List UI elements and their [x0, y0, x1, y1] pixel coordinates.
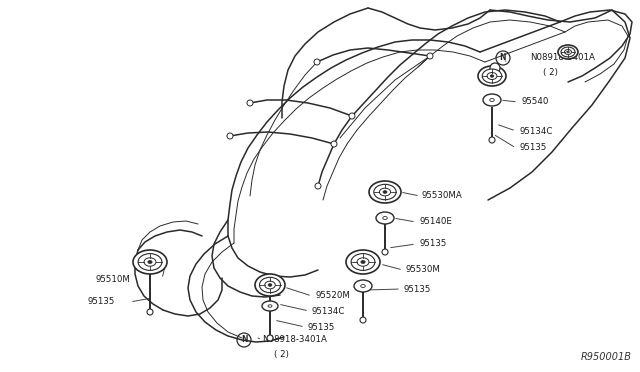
Ellipse shape — [138, 254, 162, 270]
Ellipse shape — [255, 274, 285, 296]
Ellipse shape — [487, 73, 497, 80]
Circle shape — [267, 335, 273, 341]
Ellipse shape — [558, 45, 578, 59]
Text: N08918-3401A: N08918-3401A — [530, 54, 595, 62]
Ellipse shape — [262, 301, 278, 311]
Text: 95135: 95135 — [404, 285, 431, 294]
Circle shape — [490, 63, 500, 73]
Text: 95135: 95135 — [419, 240, 446, 248]
Circle shape — [315, 183, 321, 189]
Ellipse shape — [383, 217, 387, 219]
Text: ( 2): ( 2) — [274, 350, 289, 359]
Circle shape — [382, 249, 388, 255]
Ellipse shape — [490, 75, 493, 77]
Ellipse shape — [265, 281, 275, 289]
Circle shape — [314, 59, 320, 65]
Ellipse shape — [369, 181, 401, 203]
Text: 95520M: 95520M — [315, 292, 350, 301]
Text: 95135: 95135 — [519, 144, 547, 153]
Circle shape — [489, 137, 495, 143]
Ellipse shape — [567, 51, 569, 53]
Ellipse shape — [351, 254, 375, 270]
Text: ( 2): ( 2) — [543, 67, 558, 77]
Text: 95140E: 95140E — [419, 218, 452, 227]
Circle shape — [360, 317, 366, 323]
Circle shape — [427, 53, 433, 59]
Ellipse shape — [483, 94, 501, 106]
Ellipse shape — [144, 258, 156, 266]
Ellipse shape — [361, 260, 365, 263]
Text: 95540: 95540 — [522, 97, 549, 106]
Ellipse shape — [357, 258, 369, 266]
Ellipse shape — [346, 250, 380, 274]
Ellipse shape — [561, 47, 575, 57]
Ellipse shape — [482, 69, 502, 83]
Ellipse shape — [478, 66, 506, 86]
Ellipse shape — [268, 283, 272, 286]
Circle shape — [227, 133, 233, 139]
Text: 95134C: 95134C — [519, 126, 552, 135]
Text: 95530M: 95530M — [406, 266, 441, 275]
Ellipse shape — [374, 184, 396, 200]
Text: 95135: 95135 — [308, 323, 335, 331]
Ellipse shape — [354, 280, 372, 292]
Text: N: N — [241, 336, 247, 344]
Ellipse shape — [376, 212, 394, 224]
Circle shape — [349, 113, 355, 119]
Ellipse shape — [490, 99, 494, 102]
Ellipse shape — [361, 285, 365, 288]
Ellipse shape — [148, 260, 152, 263]
Text: 95134C: 95134C — [312, 307, 346, 315]
Ellipse shape — [383, 190, 387, 193]
Circle shape — [331, 141, 337, 147]
Ellipse shape — [259, 277, 280, 293]
Text: 95530MA: 95530MA — [422, 192, 463, 201]
Ellipse shape — [133, 250, 167, 274]
Circle shape — [147, 309, 153, 315]
Text: 95510M: 95510M — [96, 275, 131, 283]
Text: 95135: 95135 — [88, 298, 115, 307]
Ellipse shape — [380, 188, 390, 196]
Ellipse shape — [268, 305, 272, 307]
Text: N: N — [500, 54, 506, 62]
Ellipse shape — [564, 49, 572, 54]
Text: N08918-3401A: N08918-3401A — [262, 336, 327, 344]
Text: R950001B: R950001B — [581, 352, 632, 362]
Circle shape — [247, 100, 253, 106]
